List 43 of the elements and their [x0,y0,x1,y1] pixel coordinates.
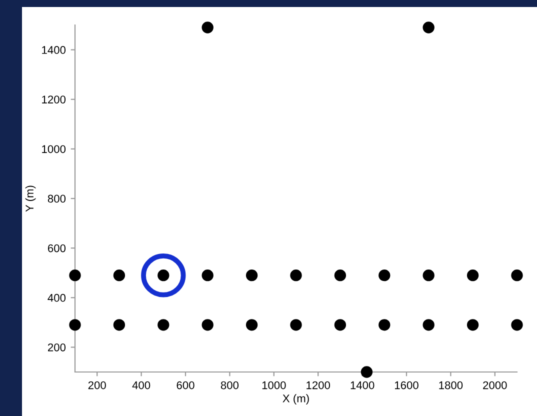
point [360,366,373,378]
point [511,269,523,282]
point [202,22,214,34]
x-tick-label: 1000 [262,381,286,390]
point [378,319,390,331]
y-tick-label: 1000 [42,145,66,154]
y-tick-label: 1400 [42,46,66,54]
y-tick-label: 1200 [42,96,66,104]
point [246,319,258,331]
x-tick-label: 1200 [306,381,330,390]
y-tick-label: 400 [48,294,66,302]
x-tick-label: 1600 [394,381,418,390]
x-tick-label: 400 [132,381,150,390]
point [69,319,81,331]
point [113,269,126,282]
y-tick-label: 200 [48,343,66,352]
point [334,319,346,331]
point [334,269,346,282]
y-axis-title: Y (m) [25,186,36,212]
point [290,269,302,282]
x-tick-label: 200 [88,381,106,390]
point [158,319,170,331]
y-tick-label: 800 [48,194,66,203]
point [69,269,81,282]
y-tick-label: 600 [48,244,66,252]
x-axis-title: X (m) [282,394,309,405]
point [202,319,214,331]
point [511,319,523,331]
point [422,22,434,34]
point [378,269,390,282]
point [466,319,479,331]
point [202,269,214,282]
x-tick-label: 2000 [483,381,507,390]
point [113,319,126,331]
point [422,319,434,331]
point [422,269,434,282]
point [290,319,302,331]
x-tick-label: 1800 [439,381,463,390]
x-tick-label: 800 [220,381,239,390]
point [466,269,479,282]
x-tick-label: 600 [176,381,194,390]
point [246,269,258,282]
x-tick-label: 1400 [350,381,374,390]
